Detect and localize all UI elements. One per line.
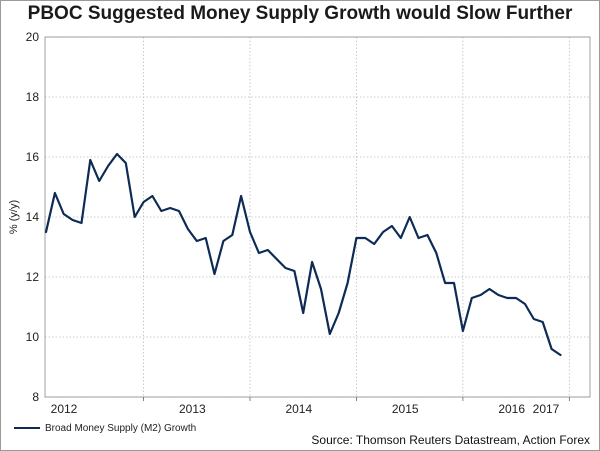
- y-tick-label: 16: [26, 150, 40, 164]
- series-line-m2-growth: [44, 152, 562, 357]
- legend-swatch: [14, 427, 40, 429]
- y-tick-label: 14: [26, 210, 40, 224]
- plot-border: [44, 36, 591, 398]
- y-tick-label: 8: [32, 390, 39, 404]
- x-tick-label: 2013: [179, 402, 206, 416]
- x-tick-label: 2014: [285, 402, 312, 416]
- x-tick-label: 2017: [533, 402, 560, 416]
- source-note: Source: Thomson Reuters Datastream, Acti…: [311, 433, 590, 447]
- series-layer: [44, 152, 562, 357]
- legend-label: Broad Money Supply (M2) Growth: [45, 422, 197, 434]
- grid-layer: [45, 36, 590, 398]
- x-tick-label: 2016: [498, 402, 525, 416]
- y-tick-label: 10: [26, 330, 40, 344]
- y-tick-label: 20: [26, 30, 40, 44]
- x-tick-label: 2015: [392, 402, 419, 416]
- chart-title: PBOC Suggested Money Supply Growth would…: [27, 3, 573, 24]
- axis-layer: 8 10 12 14 16 18 20 2012 2013 2014 2015 2016 2017 % (…: [8, 30, 591, 416]
- y-axis-title: % (y/y): [8, 200, 20, 234]
- y-tick-label: 18: [26, 90, 40, 104]
- x-tick-label: 2012: [51, 402, 78, 416]
- legend: Broad Money Supply (M2) Growth: [14, 421, 196, 435]
- y-tick-label: 12: [26, 270, 40, 284]
